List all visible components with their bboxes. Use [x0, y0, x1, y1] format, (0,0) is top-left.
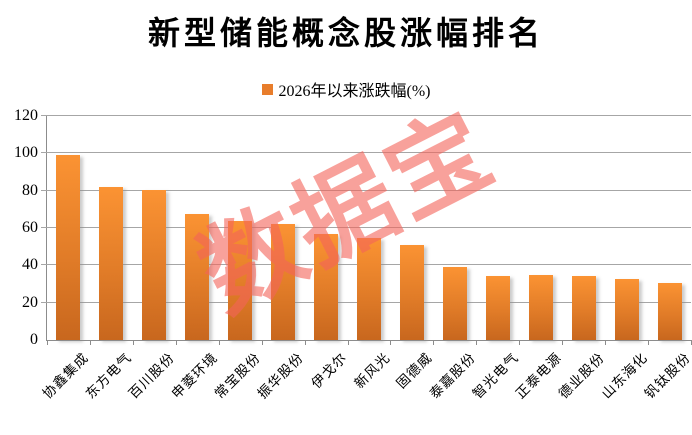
y-axis-tick-label: 80 — [22, 181, 38, 199]
legend-swatch-icon — [261, 83, 273, 95]
y-axis-tick-label: 0 — [30, 331, 38, 348]
x-axis-category-label: 申菱环境 — [169, 349, 221, 402]
y-axis-tick-label: 20 — [22, 293, 38, 311]
bar — [314, 233, 339, 340]
x-axis-category-label: 智光电气 — [469, 349, 522, 402]
gridline — [41, 115, 691, 116]
legend-label: 2026年以来涨跌幅(%) — [278, 83, 431, 100]
gridline — [41, 227, 691, 228]
x-axis-tick — [347, 340, 349, 345]
bar — [99, 186, 124, 340]
x-axis-tick — [562, 340, 564, 345]
bar — [271, 224, 296, 340]
x-axis-category-label: 德业股份 — [555, 349, 608, 402]
x-axis-tick — [648, 340, 650, 345]
x-axis-category-label: 新风光 — [351, 349, 393, 392]
x-axis-category-label: 泰嘉股份 — [426, 349, 479, 402]
y-axis-tick-label: 120 — [14, 107, 38, 124]
gridline — [41, 189, 691, 191]
bar — [657, 283, 682, 340]
y-axis-tick-label: 60 — [22, 219, 38, 236]
x-axis-category-label: 常宝股份 — [212, 349, 264, 402]
bar — [357, 238, 381, 340]
x-axis-category-label: 协鑫集成 — [40, 349, 92, 402]
x-axis-category-label: 正泰电源 — [512, 349, 565, 402]
x-axis-category-label: 东方电气 — [83, 349, 135, 402]
bar — [571, 275, 596, 340]
bar — [56, 155, 81, 340]
x-axis-tick — [476, 340, 478, 345]
x-axis-tick — [605, 340, 607, 345]
bar — [142, 189, 167, 340]
legend: 2026年以来涨跌幅(%) — [0, 77, 692, 101]
x-axis-category-label: 钒钛股份 — [641, 349, 692, 402]
x-axis-tick — [390, 340, 392, 345]
y-axis-tick-label: 100 — [14, 144, 38, 162]
x-axis-tick — [261, 340, 263, 345]
x-axis-tick — [519, 340, 521, 345]
bar — [614, 278, 639, 340]
chart-title: 新型储能概念股涨幅排名 — [147, 15, 544, 51]
x-axis-category-label: 百川股份 — [126, 349, 178, 402]
x-axis-category-label: 伊戈尔 — [308, 349, 350, 392]
x-axis-tick — [433, 340, 435, 345]
bar — [228, 221, 253, 340]
x-axis-tick — [304, 340, 306, 345]
x-axis-category-label: 山东海化 — [598, 349, 651, 402]
x-axis-tick — [132, 340, 134, 345]
bar — [399, 244, 424, 340]
x-axis-tick — [175, 340, 177, 345]
y-axis-tick-label: 40 — [22, 256, 38, 274]
x-axis-tick — [89, 340, 91, 345]
x-axis-tick — [47, 340, 48, 345]
bar — [442, 267, 467, 340]
bar — [485, 275, 510, 340]
y-axis: 0 20 40 60 80 100 120 — [0, 108, 38, 348]
bar — [528, 274, 553, 340]
bar — [185, 214, 210, 340]
gridline — [41, 152, 691, 154]
plot-area: 数据宝 协鑫集成 东方电气 百川股份 申菱环境 常宝股份 振华股份 伊戈尔 新风光 固德威 泰嘉股… — [40, 91, 692, 401]
x-axis-tick — [218, 340, 220, 345]
x-axis-category-label: 振华股份 — [254, 349, 307, 402]
